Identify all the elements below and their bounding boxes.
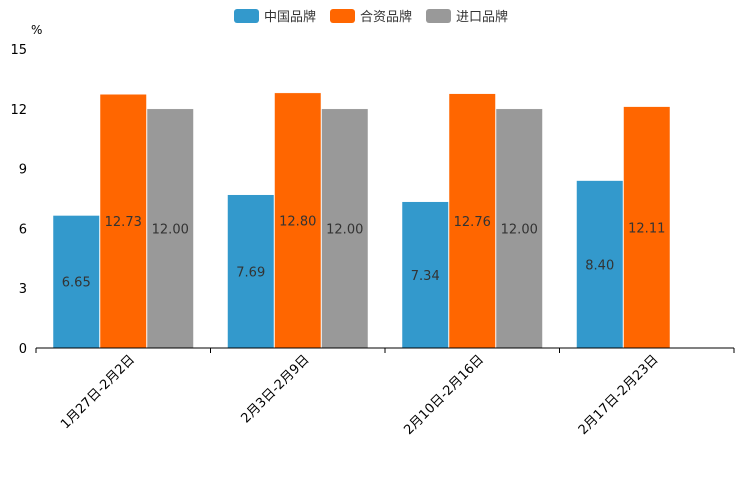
- bar-value-label: 12.11: [628, 221, 665, 236]
- x-tick-label: 2月3日-2月9日: [238, 352, 312, 426]
- y-tick-label: 6: [19, 222, 27, 237]
- bar-2-1: [99, 93, 147, 349]
- bar-value-label: 12.73: [105, 215, 142, 230]
- y-unit-label: %: [31, 23, 42, 37]
- legend-swatch-3: [426, 9, 451, 23]
- bar-3-2: [321, 108, 369, 349]
- bar-1-1: [52, 215, 100, 349]
- legend-label-2: 合资品牌: [360, 9, 412, 25]
- bar-value-label: 12.00: [326, 222, 363, 237]
- legend: 中国品牌 合资品牌 进口品牌: [234, 9, 508, 25]
- y-axis: 0 3 6 9 12 15: [10, 43, 27, 357]
- y-tick-label: 12: [10, 103, 27, 118]
- bar-3-3: [495, 108, 543, 349]
- bar-value-label: 7.69: [236, 265, 265, 280]
- bar-value-label: 7.34: [411, 269, 440, 284]
- y-tick-label: 9: [19, 163, 27, 178]
- legend-label-3: 进口品牌: [456, 9, 508, 25]
- bar-value-label: 6.65: [62, 276, 91, 291]
- legend-swatch-1: [234, 9, 259, 23]
- x-tick-label: 1月27日-2月2日: [58, 352, 138, 432]
- x-tick-label: 2月17日-2月23日: [576, 352, 662, 438]
- bar-1-2: [227, 194, 275, 349]
- bar-value-label: 12.00: [501, 222, 538, 237]
- legend-swatch-2: [330, 9, 355, 23]
- x-axis: 1月27日-2月2日 2月3日-2月9日 2月10日-2月16日 2月17日-2月23…: [35, 347, 735, 438]
- bar-2-2: [274, 92, 322, 349]
- bar-2-3: [448, 93, 496, 349]
- bar-value-label: 12.80: [279, 214, 316, 229]
- x-tick-label: 2月10日-2月16日: [401, 352, 487, 438]
- y-tick-label: 15: [10, 43, 27, 58]
- y-tick-label: 0: [19, 342, 27, 357]
- bar-value-label: 12.76: [454, 215, 491, 230]
- y-tick-label: 3: [19, 282, 27, 297]
- legend-label-1: 中国品牌: [264, 9, 316, 25]
- bar-value-label: 8.40: [585, 258, 614, 273]
- bar-2-4: [623, 106, 671, 349]
- bars: 6.65 7.69 7.34 8.40 12.73 12.80 12.76 12.11 12.0…: [52, 92, 671, 349]
- bar-1-3: [401, 201, 449, 349]
- bar-value-label: 12.00: [152, 222, 189, 237]
- bar-1-4: [576, 180, 624, 349]
